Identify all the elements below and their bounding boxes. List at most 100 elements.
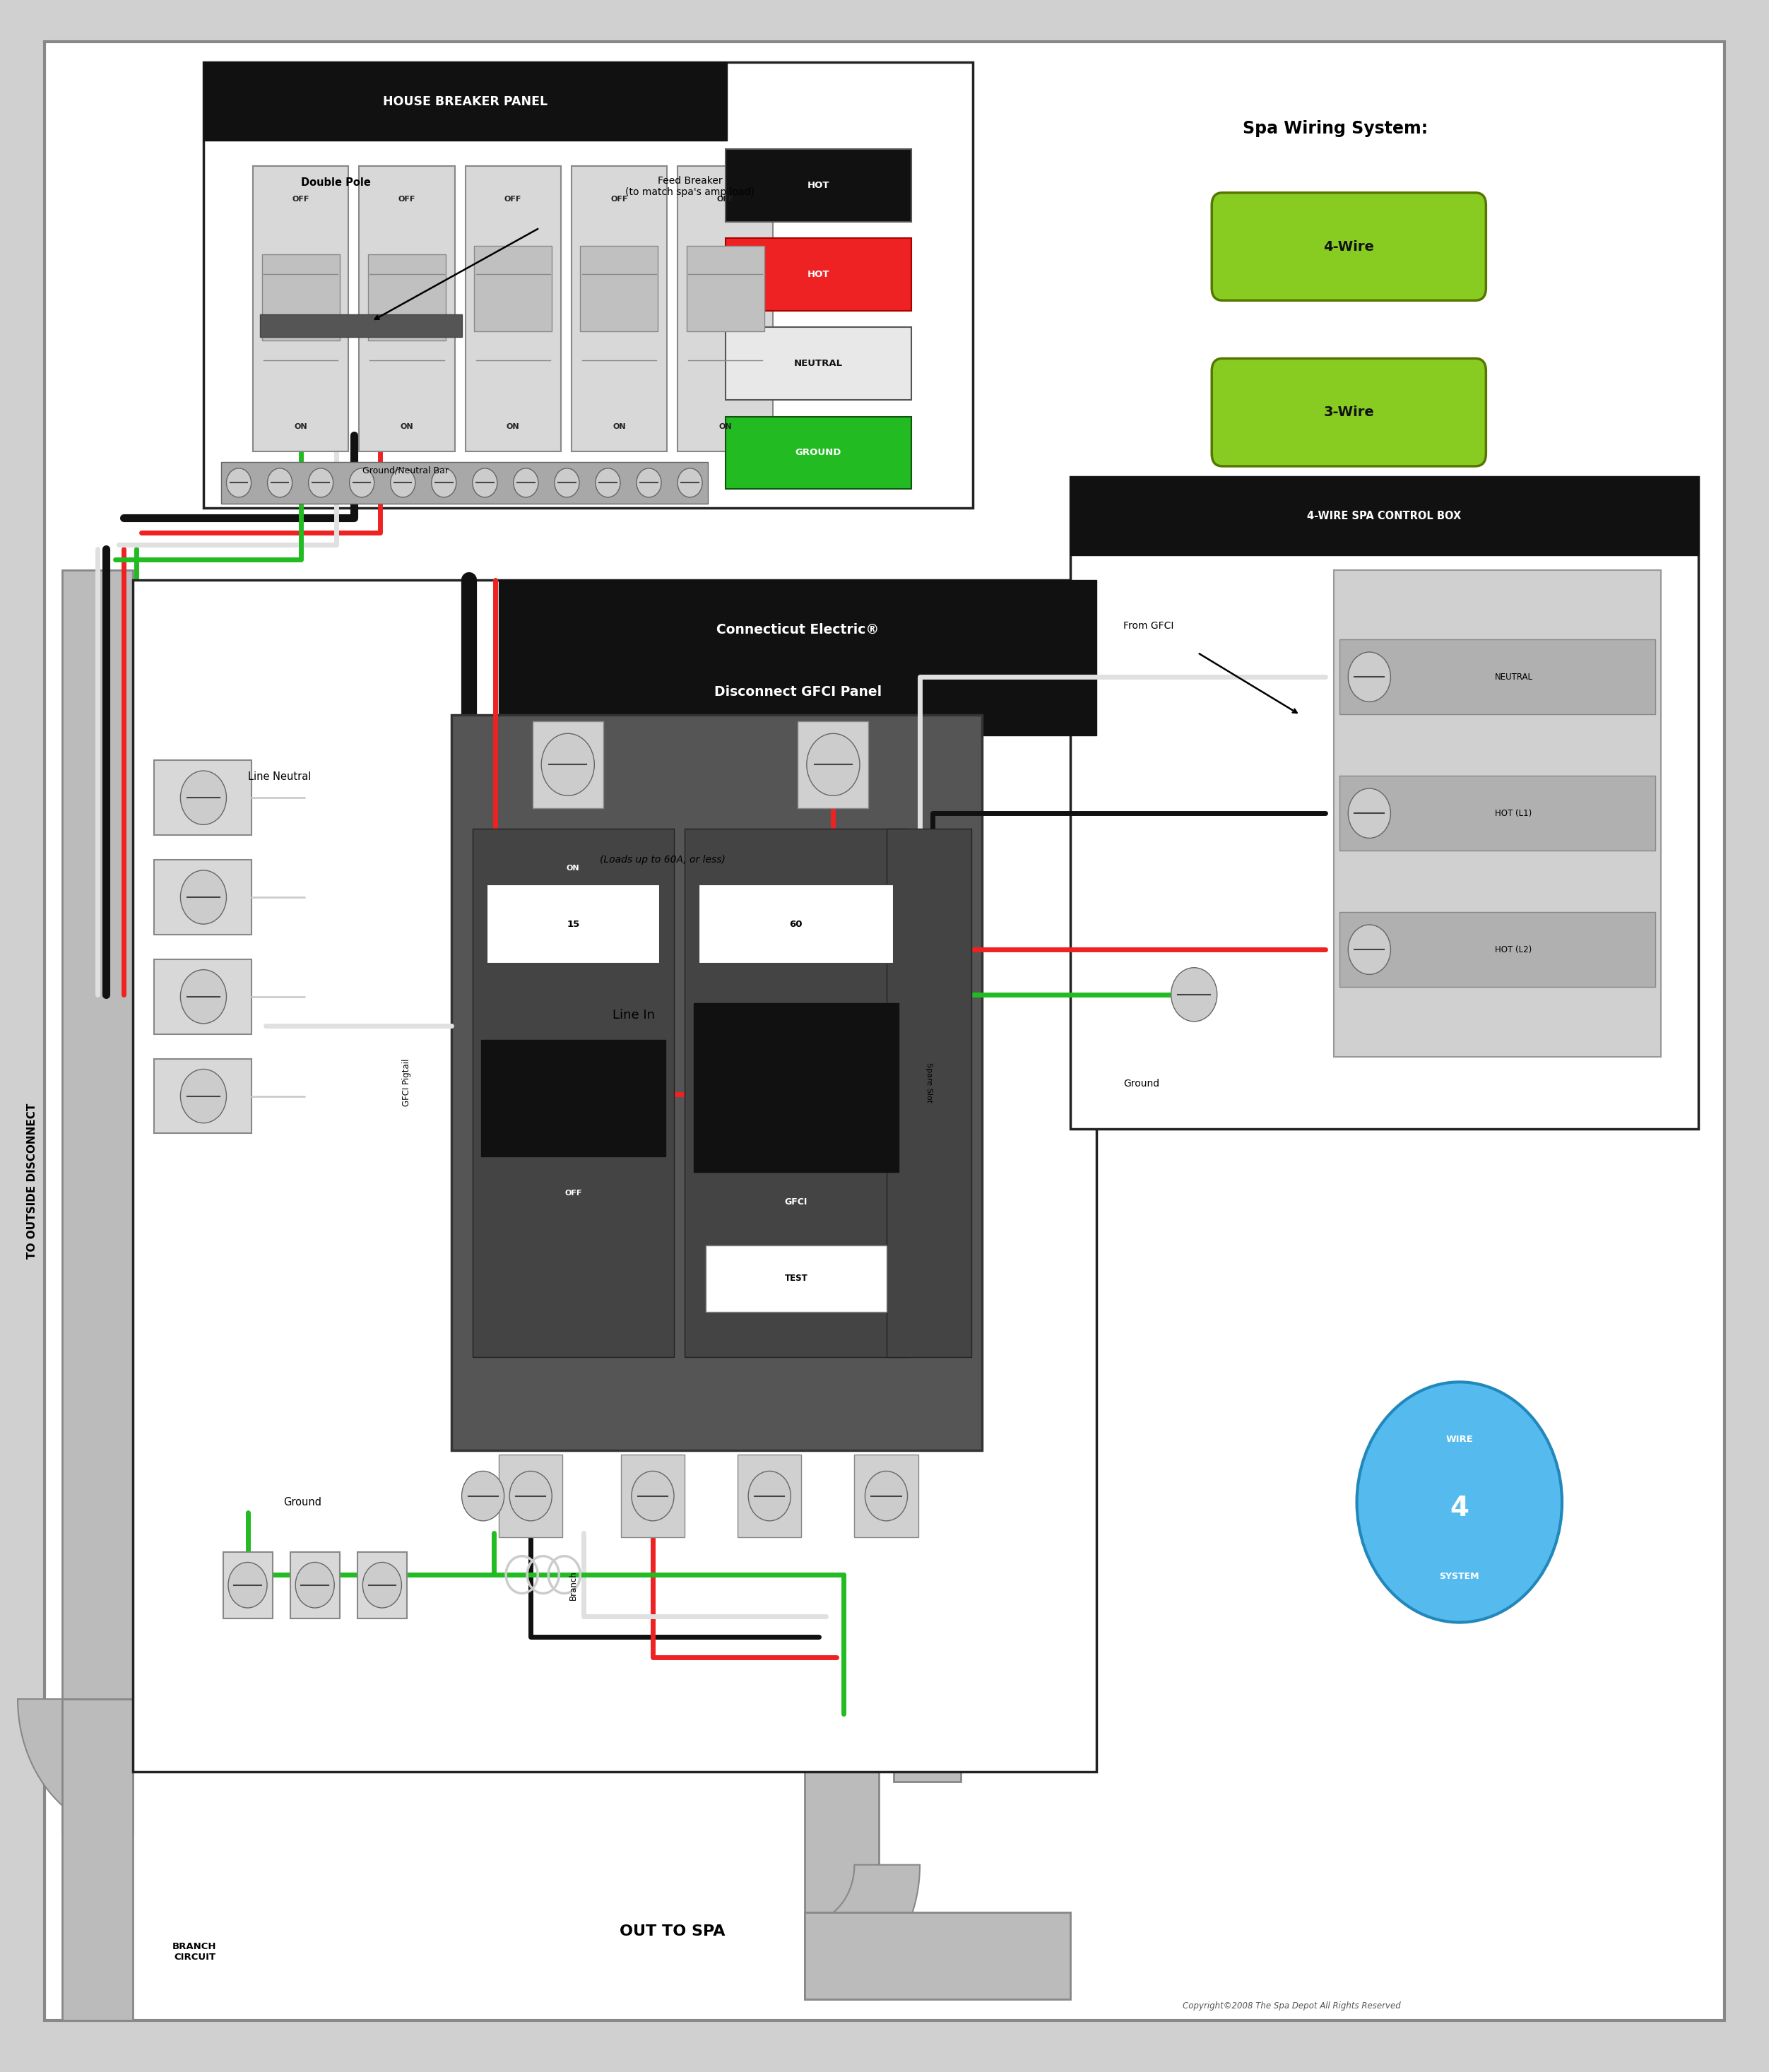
Bar bbox=[290, 1552, 340, 1618]
Bar bbox=[532, 721, 603, 808]
Circle shape bbox=[748, 1471, 791, 1521]
Bar bbox=[154, 959, 251, 1034]
Text: Ground/Neutral Bar: Ground/Neutral Bar bbox=[363, 466, 449, 474]
Bar bbox=[262, 255, 340, 340]
Text: HOT (L2): HOT (L2) bbox=[1495, 945, 1532, 955]
Text: 60: 60 bbox=[789, 920, 803, 928]
Circle shape bbox=[267, 468, 292, 497]
Bar bbox=[481, 1040, 665, 1156]
Text: 4-Wire: 4-Wire bbox=[1323, 240, 1375, 253]
Bar bbox=[472, 829, 674, 1357]
Bar bbox=[805, 1912, 1070, 1999]
Bar bbox=[580, 247, 658, 332]
Text: 4-WIRE SPA CONTROL BOX: 4-WIRE SPA CONTROL BOX bbox=[1307, 510, 1461, 522]
Text: ON: ON bbox=[506, 423, 520, 431]
Text: Line Neutral: Line Neutral bbox=[248, 771, 311, 783]
Circle shape bbox=[180, 771, 226, 825]
Text: GROUND: GROUND bbox=[794, 448, 842, 458]
Bar bbox=[725, 416, 911, 489]
Bar bbox=[203, 62, 727, 141]
Text: TEST: TEST bbox=[784, 1274, 808, 1283]
Text: Copyright©2008 The Spa Depot All Rights Reserved: Copyright©2008 The Spa Depot All Rights … bbox=[1182, 2002, 1401, 2010]
Text: HOT: HOT bbox=[807, 180, 830, 191]
Text: Spare Slot: Spare Slot bbox=[925, 1063, 932, 1102]
Text: Ground: Ground bbox=[1123, 1080, 1159, 1088]
Circle shape bbox=[363, 1562, 402, 1608]
Circle shape bbox=[637, 468, 662, 497]
Circle shape bbox=[554, 468, 578, 497]
Text: ON: ON bbox=[566, 864, 580, 872]
Circle shape bbox=[180, 970, 226, 1024]
Circle shape bbox=[541, 733, 594, 796]
Bar bbox=[678, 166, 773, 452]
Circle shape bbox=[472, 468, 497, 497]
Bar bbox=[499, 580, 1097, 736]
Text: OFF: OFF bbox=[610, 195, 628, 203]
Text: Feed Breaker
(to match spa's amp load): Feed Breaker (to match spa's amp load) bbox=[624, 176, 755, 197]
Bar bbox=[893, 1077, 961, 1782]
Circle shape bbox=[226, 468, 251, 497]
Text: OFF: OFF bbox=[564, 1189, 582, 1198]
Bar bbox=[725, 327, 911, 400]
Bar bbox=[260, 315, 462, 338]
Text: TO OUTSIDE DISCONNECT: TO OUTSIDE DISCONNECT bbox=[27, 1102, 37, 1260]
Bar bbox=[699, 885, 893, 963]
Circle shape bbox=[596, 468, 621, 497]
Text: Line In: Line In bbox=[612, 1009, 655, 1021]
Bar bbox=[154, 760, 251, 835]
Bar bbox=[571, 166, 667, 452]
Circle shape bbox=[180, 870, 226, 924]
Bar bbox=[133, 580, 1097, 1772]
Bar bbox=[253, 166, 348, 452]
Circle shape bbox=[462, 1471, 504, 1521]
Bar bbox=[359, 166, 455, 452]
Bar bbox=[223, 1552, 272, 1618]
Text: OUT TO SPA: OUT TO SPA bbox=[619, 1925, 725, 1937]
Circle shape bbox=[1357, 1382, 1562, 1622]
Text: From GFCI: From GFCI bbox=[1123, 622, 1175, 630]
Bar bbox=[1339, 777, 1656, 852]
Text: SYSTEM: SYSTEM bbox=[1440, 1573, 1479, 1581]
Bar bbox=[886, 829, 971, 1357]
Text: HOT: HOT bbox=[807, 269, 830, 280]
Text: OFF: OFF bbox=[292, 195, 310, 203]
Text: (Loads up to 60A, or less): (Loads up to 60A, or less) bbox=[600, 856, 725, 864]
Circle shape bbox=[308, 468, 333, 497]
Bar bbox=[357, 1552, 407, 1618]
Text: 3-Wire: 3-Wire bbox=[1323, 406, 1375, 419]
Text: BRANCH
CIRCUIT: BRANCH CIRCUIT bbox=[173, 1941, 216, 1962]
Circle shape bbox=[391, 468, 416, 497]
Bar bbox=[738, 1455, 801, 1537]
Bar bbox=[474, 247, 552, 332]
Polygon shape bbox=[805, 1865, 920, 1999]
Bar bbox=[221, 462, 708, 503]
Text: 4: 4 bbox=[1451, 1494, 1468, 1521]
Bar bbox=[1070, 477, 1698, 1129]
Bar bbox=[465, 166, 561, 452]
Text: OFF: OFF bbox=[504, 195, 522, 203]
Bar bbox=[706, 1245, 886, 1312]
Circle shape bbox=[350, 468, 375, 497]
Bar bbox=[693, 1003, 899, 1173]
Text: Ground: Ground bbox=[283, 1496, 322, 1508]
Bar bbox=[203, 62, 973, 508]
Bar bbox=[805, 1647, 879, 1999]
Bar bbox=[499, 1455, 563, 1537]
Bar bbox=[451, 715, 982, 1450]
Text: OFF: OFF bbox=[398, 195, 416, 203]
Bar bbox=[725, 149, 911, 222]
Text: GFCI Pigtail: GFCI Pigtail bbox=[402, 1059, 412, 1106]
Bar bbox=[368, 255, 446, 340]
Bar bbox=[154, 1059, 251, 1133]
Circle shape bbox=[865, 1471, 907, 1521]
Circle shape bbox=[432, 468, 456, 497]
Text: GFCI: GFCI bbox=[785, 1198, 807, 1206]
Bar bbox=[621, 1455, 685, 1537]
Text: NEUTRAL: NEUTRAL bbox=[1495, 671, 1532, 682]
Bar bbox=[798, 721, 869, 808]
Circle shape bbox=[513, 468, 538, 497]
Text: ON: ON bbox=[400, 423, 414, 431]
Text: ON: ON bbox=[718, 423, 732, 431]
Circle shape bbox=[509, 1471, 552, 1521]
Text: NEUTRAL: NEUTRAL bbox=[794, 358, 842, 369]
